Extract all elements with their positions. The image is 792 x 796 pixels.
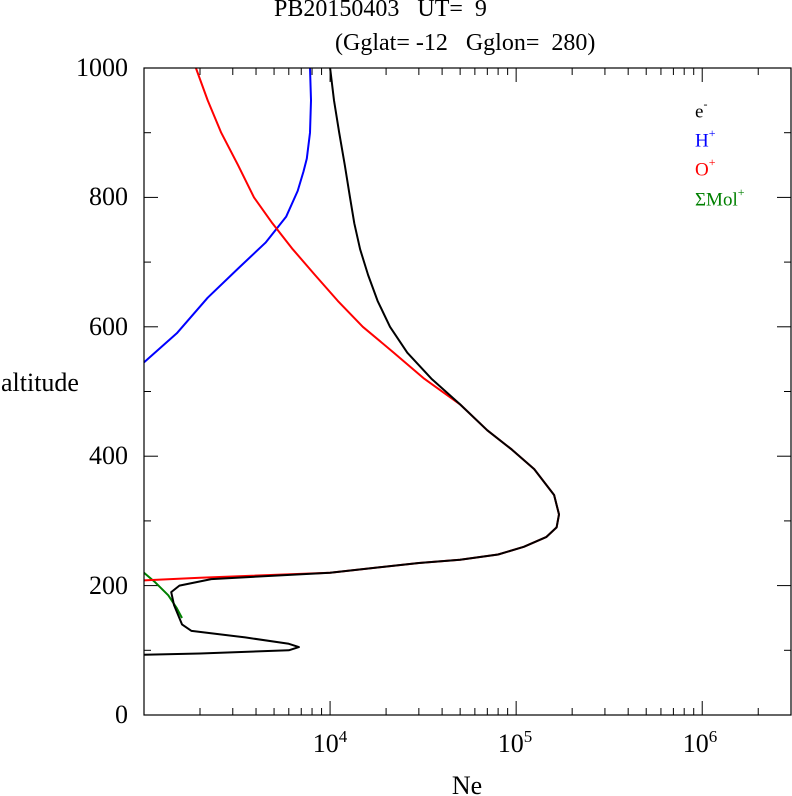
legend-molecular-ions-label: ΣMol — [695, 189, 738, 211]
chart-title: PB20150403 UT= 9 — [274, 0, 487, 22]
plot-frame — [143, 67, 792, 716]
y-tick-label-800: 800 — [89, 182, 128, 211]
y-tick-label-400: 400 — [89, 441, 128, 470]
y-tick-label-0: 0 — [115, 700, 128, 729]
legend-oxygen-ion-sup: + — [708, 155, 716, 169]
x-tick-label-1e5: 105 — [498, 727, 533, 758]
oxygen-ion-line — [143, 67, 560, 582]
y-tick-label-600: 600 — [89, 312, 128, 341]
legend-molecular-ions: ΣMol+ — [695, 185, 745, 211]
legend-molecular-ions-sup: + — [737, 185, 745, 199]
y-tick-label-1000: 1000 — [76, 53, 128, 82]
electron-density-line — [143, 67, 560, 656]
legend-hydrogen-ion: H+ — [695, 126, 716, 152]
series-layer — [143, 67, 560, 656]
y-tick-label-200: 200 — [89, 571, 128, 600]
legend-electron-label: e — [695, 101, 704, 123]
legend-hydrogen-ion-label: H — [695, 130, 709, 152]
legend-hydrogen-ion-sup: + — [708, 126, 716, 140]
x-tick-label-1e4: 104 — [313, 727, 348, 758]
major-ticks — [143, 67, 791, 716]
x-tick-label-1e6: 106 — [683, 727, 718, 758]
legend-electron: e- — [695, 97, 708, 123]
minor-ticks — [144, 68, 792, 715]
legend-oxygen-ion: O+ — [695, 155, 716, 181]
chart-subtitle: (Gglat= -12 Gglon= 280) — [335, 30, 596, 56]
legend-oxygen-ion-label: O — [695, 159, 709, 181]
legend-electron-sup: - — [703, 97, 708, 111]
x-axis-label: Ne — [452, 771, 482, 796]
hydrogen-ion-line — [143, 67, 312, 364]
y-axis-label: altitude — [1, 368, 79, 397]
